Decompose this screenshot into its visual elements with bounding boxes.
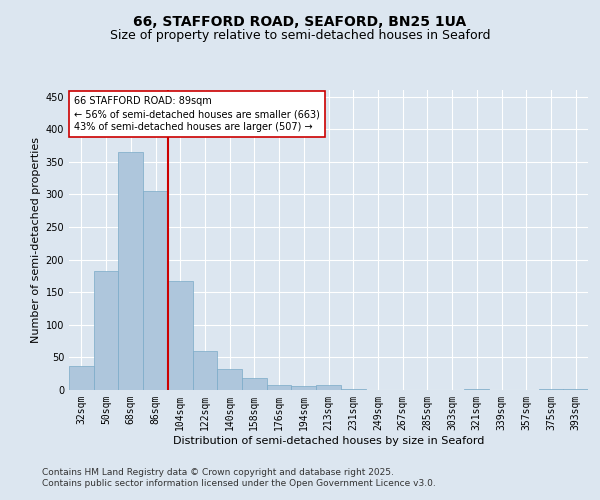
- Bar: [217, 369, 242, 390]
- Text: Size of property relative to semi-detached houses in Seaford: Size of property relative to semi-detach…: [110, 28, 490, 42]
- Bar: [316, 386, 341, 390]
- Bar: [193, 351, 217, 390]
- Text: Contains HM Land Registry data © Crown copyright and database right 2025.: Contains HM Land Registry data © Crown c…: [42, 468, 394, 477]
- Y-axis label: Number of semi-detached properties: Number of semi-detached properties: [31, 137, 41, 343]
- Bar: [94, 270, 118, 390]
- Bar: [267, 385, 292, 390]
- Bar: [69, 366, 94, 390]
- X-axis label: Distribution of semi-detached houses by size in Seaford: Distribution of semi-detached houses by …: [173, 436, 484, 446]
- Bar: [563, 388, 588, 390]
- Bar: [464, 388, 489, 390]
- Text: Contains public sector information licensed under the Open Government Licence v3: Contains public sector information licen…: [42, 479, 436, 488]
- Bar: [143, 191, 168, 390]
- Bar: [168, 281, 193, 390]
- Bar: [292, 386, 316, 390]
- Text: 66 STAFFORD ROAD: 89sqm
← 56% of semi-detached houses are smaller (663)
43% of s: 66 STAFFORD ROAD: 89sqm ← 56% of semi-de…: [74, 96, 320, 132]
- Text: 66, STAFFORD ROAD, SEAFORD, BN25 1UA: 66, STAFFORD ROAD, SEAFORD, BN25 1UA: [133, 16, 467, 30]
- Bar: [118, 152, 143, 390]
- Bar: [242, 378, 267, 390]
